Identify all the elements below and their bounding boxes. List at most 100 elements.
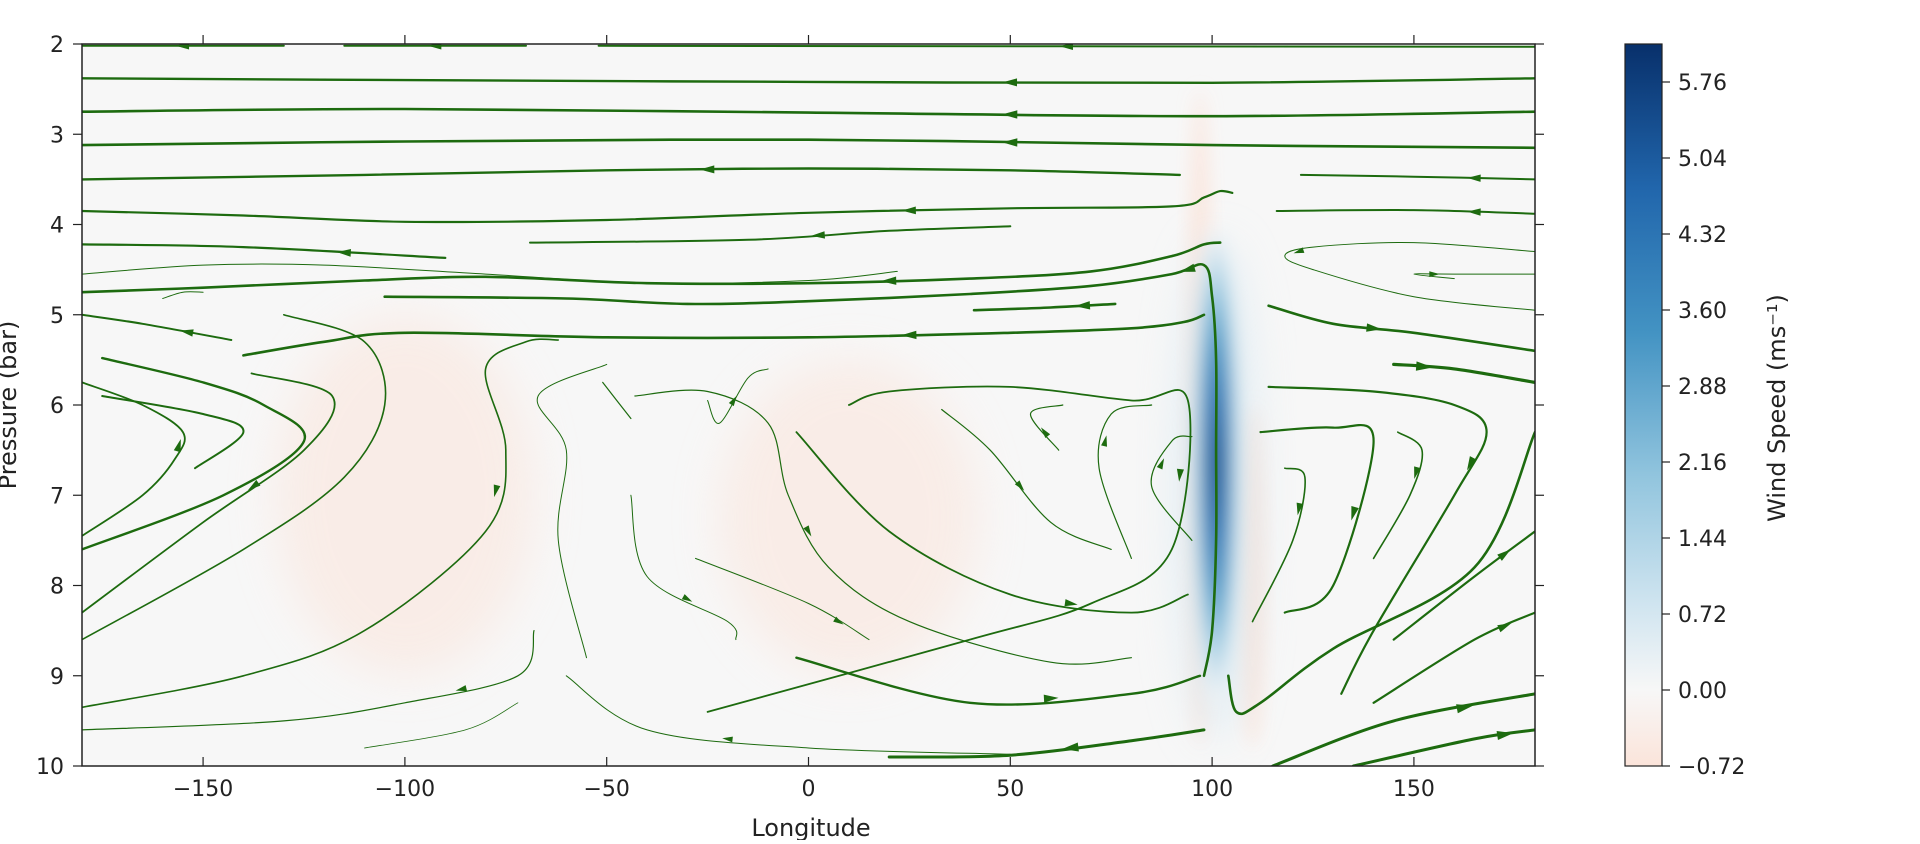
streamline [82,138,1535,150]
streamline [101,395,245,470]
streamline [1392,362,1535,384]
colorbar: −0.72 0.00 0.72 1.44 2.16 2.88 3.60 4.32 5.04 5.7… [1624,43,1745,780]
y-tick-label: 8 [50,575,64,600]
streamline-arrow [1014,480,1025,491]
streamline-arrow [1043,694,1059,703]
streamline-arrow [699,165,715,174]
streamline [1275,208,1535,215]
streamline-arrow [1176,468,1184,482]
streamline [1251,467,1306,623]
streamline [630,494,738,641]
colorbar-tick-label: 3.60 [1678,299,1727,324]
streamline-arrow [1156,458,1165,470]
streamline-arrow [175,44,190,50]
streamline [1284,241,1535,311]
streamline [941,408,1112,550]
streamline-arrow [336,248,351,257]
y-tick-label: 7 [50,484,64,509]
streamline-arrow [1429,271,1440,278]
streamline [887,728,1206,759]
colorbar-tick-label: 5.76 [1678,71,1727,96]
y-tick-label: 2 [50,33,64,58]
streamline-arrow [1296,502,1304,516]
streamline [1372,611,1535,704]
streamline [82,338,560,709]
streamline-arrow [728,395,737,407]
streamline-arrow [1002,78,1018,87]
streamline [82,372,336,614]
streamline-arrow [173,439,181,453]
x-axis-title: Longitude [751,814,870,840]
y-tick-label: 3 [50,123,64,148]
y-tick-label: 5 [50,304,64,329]
streamline-arrow [493,484,501,498]
colorbar-tick-label: 1.44 [1678,527,1727,552]
streamline [82,167,1181,181]
streamline-arrow [681,594,693,602]
streamline-arrow [247,479,261,491]
streamline [1029,404,1064,451]
streamline-arrow [803,525,812,537]
streamline-arrow [811,231,825,239]
streamline-arrow [1351,506,1359,521]
colorbar-tick-label: 5.04 [1678,147,1727,172]
colorbar-title: Wind Speed (ms⁻¹) [1763,294,1791,522]
streamline-arrow [1064,599,1078,607]
streamline-arrow [1059,44,1073,50]
streamline [82,241,1222,294]
streamline [364,702,519,749]
streamline [972,302,1117,312]
streamline [82,263,898,284]
streamline-arrow [1366,323,1382,332]
x-tick-label: −50 [583,777,629,802]
streamline [565,675,1011,755]
streamline-arrow [1293,247,1305,254]
streamline-arrow [1180,263,1196,272]
streamline [383,262,1218,678]
streamline [1271,692,1535,766]
streamline [82,189,1234,224]
streamline [1227,430,1535,716]
streamline [242,313,1206,357]
streamline-arrow [1414,466,1421,480]
streamline [1267,385,1488,695]
streamline-arrow [881,276,897,285]
streamline-arrow [1456,704,1474,714]
streamline [1150,435,1193,541]
streamline [602,381,632,420]
streamline [82,77,1535,85]
streamline-arrow [179,329,194,337]
streamline-arrow [1074,301,1091,310]
streamline [1392,530,1535,641]
streamlines [82,44,1535,766]
colorbar-tick-label: 2.16 [1678,451,1727,476]
streamline [795,431,1189,614]
streamline [1267,304,1535,353]
streamline-arrow [1467,208,1481,216]
negative-wind-region [718,359,979,676]
y-tick-label: 4 [50,214,64,239]
streamline [795,656,1202,706]
x-tick-label: 50 [996,777,1024,802]
streamline [82,630,535,731]
streamline [1097,404,1153,559]
streamline-arrow [1497,623,1512,633]
streamline-arrow [901,330,917,340]
streamline [634,389,1132,665]
streamline-arrow [1002,110,1018,119]
x-tick-label: −100 [375,777,435,802]
streamline [1351,728,1535,766]
streamline-arrow [1467,174,1481,182]
colorbar-tick-label: 0.72 [1678,603,1727,628]
streamline [82,243,447,259]
x-tick-label: 150 [1393,777,1435,802]
streamline [706,385,1192,713]
colorbar-frame [1624,43,1663,767]
colorbar-gradient [1625,44,1662,766]
streamline [536,363,608,659]
plot-area: −150 −100 −50 0 50 100 150 2 3 4 5 6 7 8 9 10 [36,33,1544,802]
colorbar-tick-label: 0.00 [1678,679,1727,704]
streamline [1372,431,1424,560]
